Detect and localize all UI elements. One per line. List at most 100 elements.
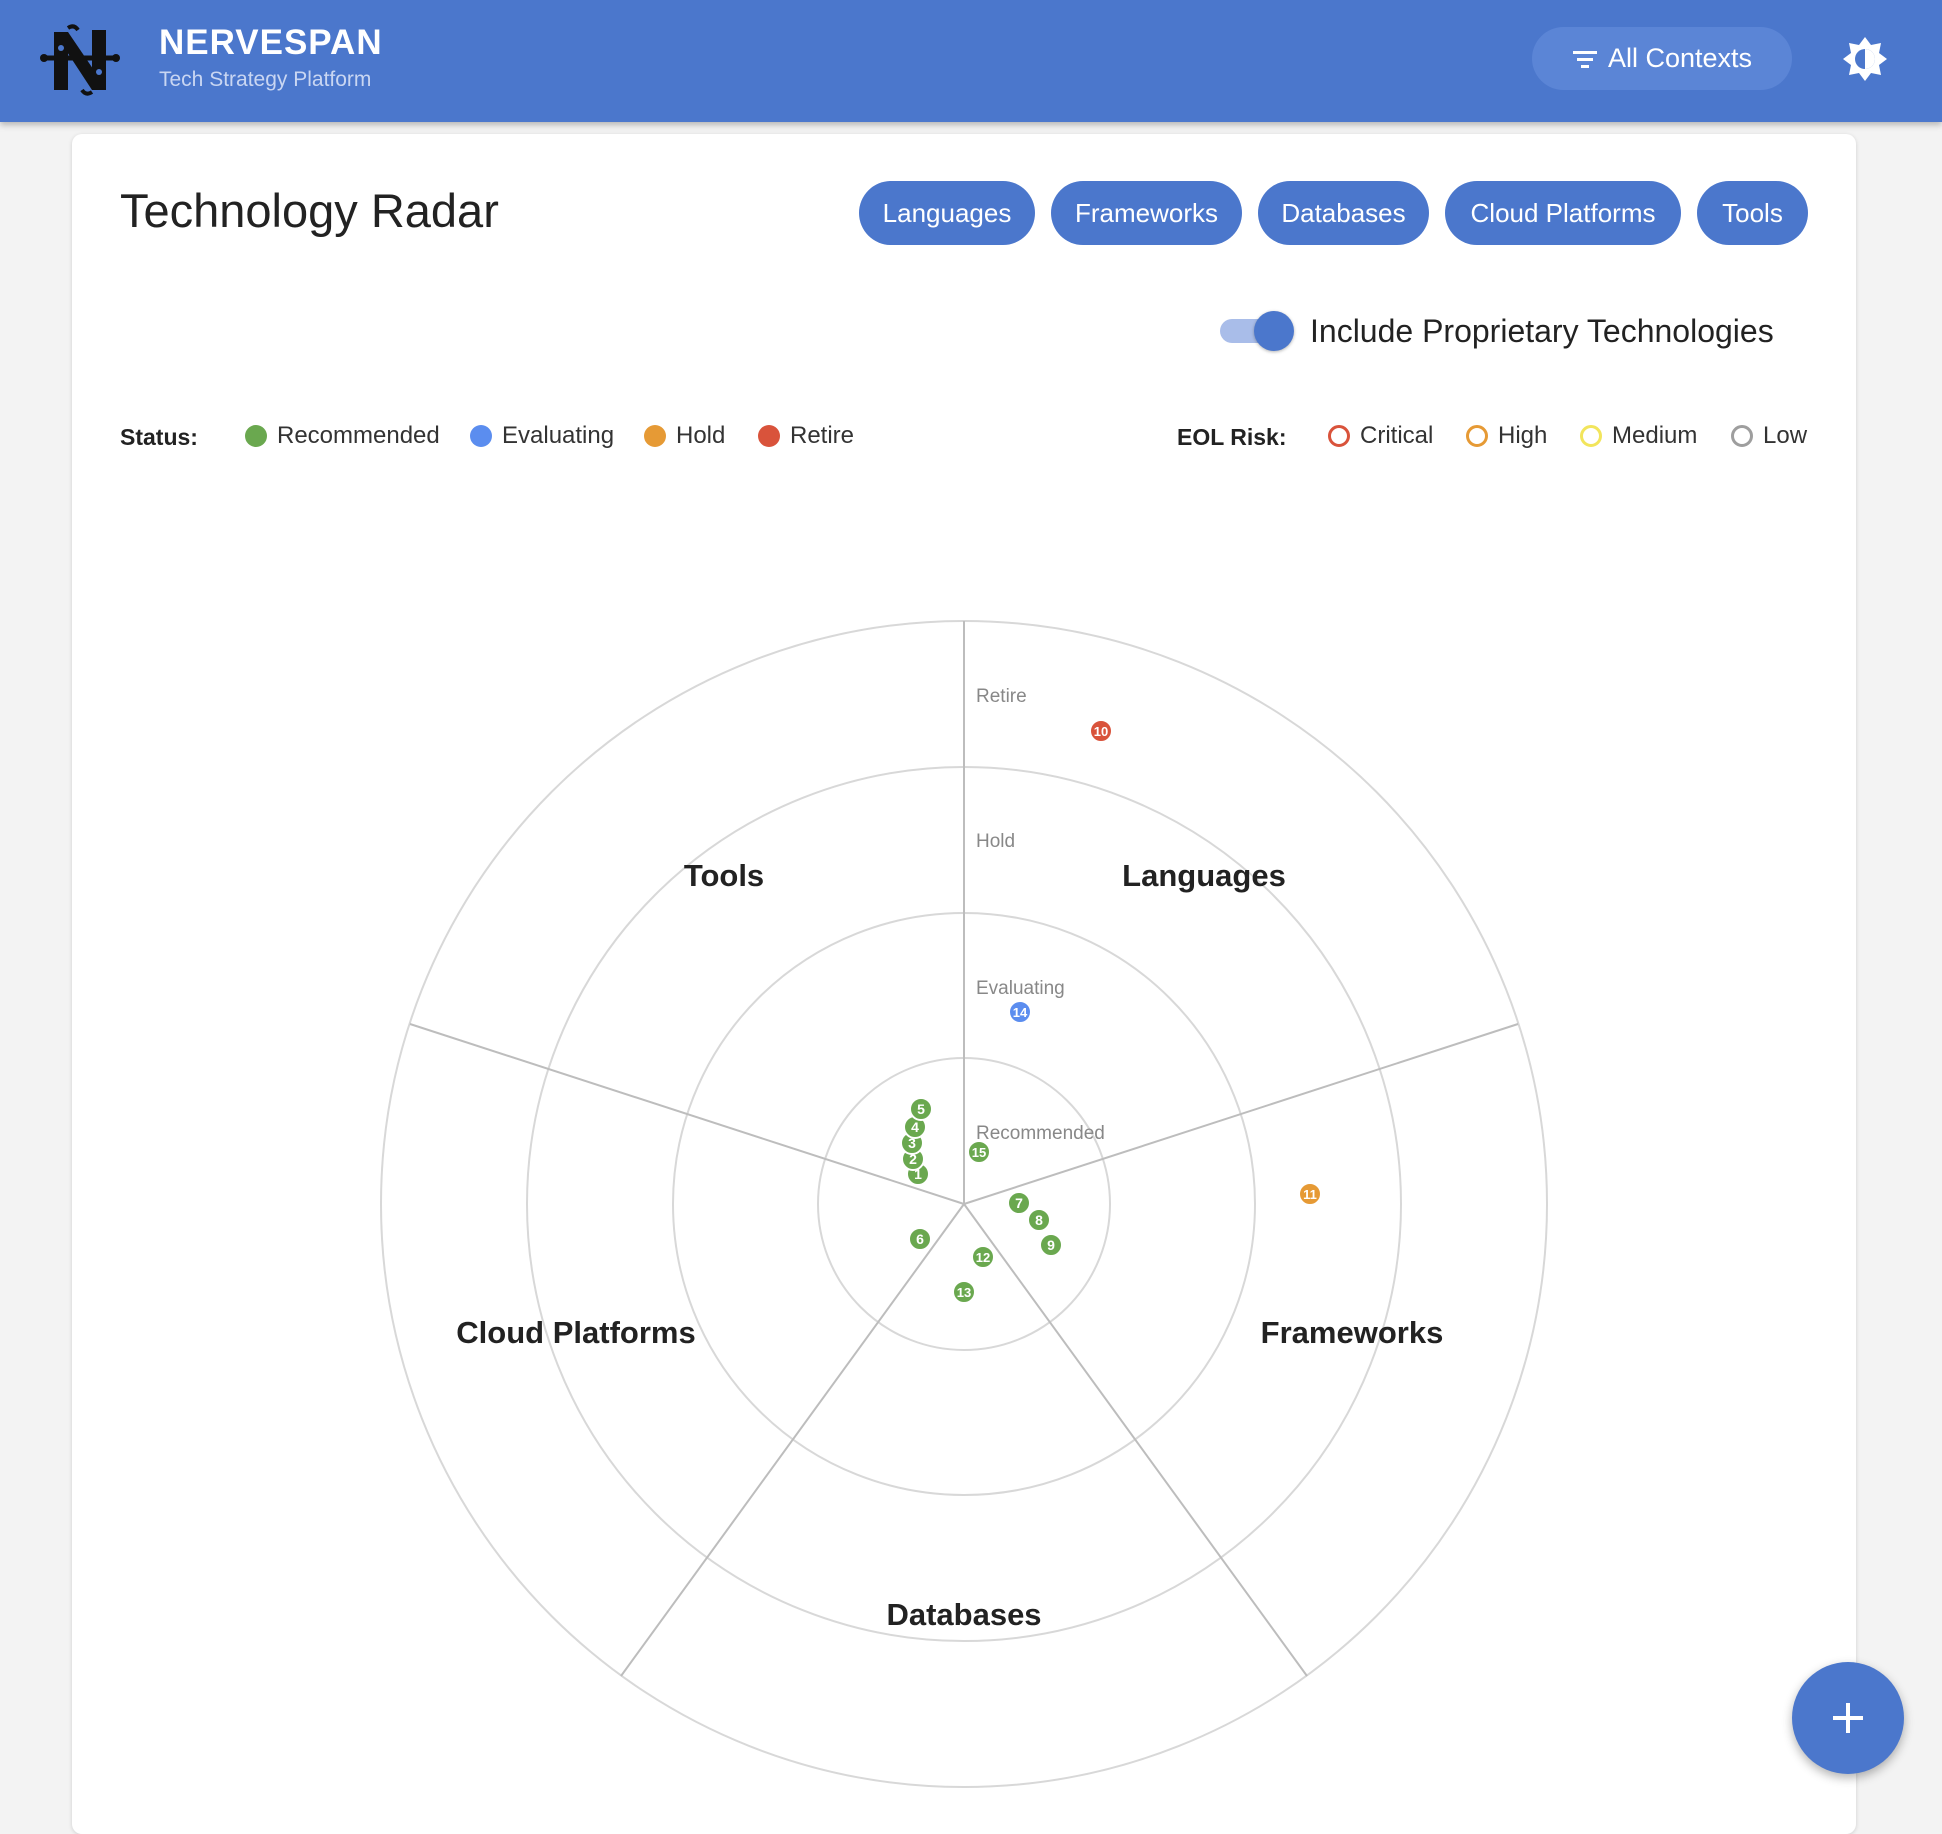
blip-number: 8: [1035, 1212, 1043, 1228]
medium-ring-icon: [1580, 425, 1602, 447]
proprietary-toggle[interactable]: [1218, 311, 1294, 351]
ring-label-retire: Retire: [976, 686, 1027, 707]
radar-blip[interactable]: 7: [1007, 1191, 1031, 1215]
radar-blip[interactable]: 5: [909, 1097, 933, 1121]
ring-label-recommended: Recommended: [976, 1123, 1105, 1144]
radar-blip[interactable]: 9: [1039, 1233, 1063, 1257]
legend-recommended: Recommended: [245, 422, 440, 450]
legend-medium-label: Medium: [1612, 422, 1698, 449]
ring-labels: Retire Hold Evaluating Recommended: [976, 686, 1105, 1144]
quadrant-label-tools: Tools: [684, 858, 764, 893]
legend-low: Low: [1731, 422, 1807, 450]
radar-blip[interactable]: 14: [1008, 1000, 1032, 1024]
critical-ring-icon: [1328, 425, 1350, 447]
tab-tools[interactable]: Tools: [1697, 181, 1808, 245]
ring-label-evaluating: Evaluating: [976, 978, 1065, 999]
blip-number: 3: [908, 1135, 916, 1151]
evaluating-dot-icon: [470, 425, 492, 447]
add-technology-button[interactable]: [1792, 1662, 1904, 1774]
quadrant-label-frameworks: Frameworks: [1261, 1315, 1444, 1350]
blip-marker[interactable]: [1008, 1000, 1032, 1024]
legend-retire-label: Retire: [790, 422, 855, 449]
blip-number: 12: [976, 1250, 990, 1265]
blip-marker[interactable]: [908, 1227, 932, 1251]
hold-dot-icon: [644, 425, 666, 447]
legend-evaluating-label: Evaluating: [502, 422, 615, 449]
blip-marker[interactable]: [1039, 1233, 1063, 1257]
app-subtitle: Tech Strategy Platform: [159, 68, 372, 91]
radar-blip[interactable]: 10: [1089, 719, 1113, 743]
blip-marker[interactable]: [971, 1245, 995, 1269]
context-filter-button[interactable]: All Contexts: [1532, 27, 1792, 90]
legend-retire: Retire: [758, 422, 854, 450]
tab-languages[interactable]: Languages: [859, 181, 1035, 245]
legend-medium: Medium: [1580, 422, 1697, 450]
brightness-icon: [1843, 37, 1887, 81]
quadrant-label-cloud-platforms: Cloud Platforms: [456, 1315, 695, 1350]
ring-label-hold: Hold: [976, 831, 1015, 852]
page-title: Technology Radar: [120, 184, 499, 237]
legend-high-label: High: [1498, 422, 1548, 449]
high-ring-icon: [1466, 425, 1488, 447]
quadrant-label-languages: Languages: [1122, 858, 1286, 893]
quadrant-labels: Languages Frameworks Databases Cloud Pla…: [456, 858, 1443, 1632]
blip-number: 7: [1015, 1195, 1023, 1211]
proprietary-toggle-label: Include Proprietary Technologies: [1310, 313, 1774, 349]
legend-hold-label: Hold: [676, 422, 726, 449]
blip-marker[interactable]: [1298, 1182, 1322, 1206]
app-bar: NERVESPAN Tech Strategy Platform All Con…: [0, 0, 1942, 122]
blip-number: 5: [917, 1101, 925, 1117]
nervespan-logo[interactable]: [40, 22, 120, 98]
radar-blip[interactable]: 12: [971, 1245, 995, 1269]
blip-number: 10: [1094, 724, 1108, 739]
blip-number: 4: [911, 1119, 919, 1135]
radar-blip[interactable]: 8: [1027, 1208, 1051, 1232]
blip-number: 9: [1047, 1237, 1055, 1253]
context-filter-label: All Contexts: [1607, 43, 1753, 73]
theme-toggle-button[interactable]: [1838, 32, 1892, 86]
blip-marker[interactable]: [952, 1280, 976, 1304]
divider-line: [963, 1203, 1308, 1677]
legend-low-label: Low: [1763, 422, 1808, 449]
blip-number: 14: [1013, 1005, 1028, 1020]
blip-number: 6: [916, 1231, 924, 1247]
app-title: NERVESPAN: [159, 23, 383, 62]
divider-line: [620, 1203, 965, 1677]
divider-line: [963, 1023, 1519, 1205]
legend-recommended-label: Recommended: [277, 422, 440, 449]
radar-blip[interactable]: 15: [967, 1140, 991, 1164]
blip-marker[interactable]: [1027, 1208, 1051, 1232]
blip-number: 2: [909, 1151, 917, 1167]
legend-evaluating: Evaluating: [470, 422, 614, 450]
radar-blip[interactable]: 6: [908, 1227, 932, 1251]
quadrant-label-databases: Databases: [886, 1597, 1041, 1632]
legend-hold: Hold: [644, 422, 725, 450]
blip-marker[interactable]: [1007, 1191, 1031, 1215]
plus-icon: [1833, 1703, 1863, 1733]
blip-number: 13: [957, 1285, 971, 1300]
blip-marker[interactable]: [1089, 719, 1113, 743]
legend-critical-label: Critical: [1360, 422, 1434, 449]
blip-marker[interactable]: [909, 1097, 933, 1121]
blip-marker[interactable]: [967, 1140, 991, 1164]
recommended-dot-icon: [245, 425, 267, 447]
tab-cloud-platforms[interactable]: Cloud Platforms: [1445, 181, 1681, 245]
legend-critical: Critical: [1328, 422, 1433, 450]
divider-line: [409, 1023, 965, 1205]
blip-number: 11: [1303, 1187, 1317, 1202]
sector-dividers: [409, 621, 1519, 1677]
tab-frameworks[interactable]: Frameworks: [1051, 181, 1242, 245]
filter-icon: [1572, 50, 1597, 68]
blip-number: 1: [914, 1166, 922, 1182]
legend-high: High: [1466, 422, 1547, 450]
retire-dot-icon: [758, 425, 780, 447]
eol-legend-label: EOL Risk:: [1177, 424, 1287, 450]
blip-number: 15: [972, 1145, 986, 1160]
toggle-thumb: [1254, 311, 1294, 351]
radar-blip[interactable]: 11: [1298, 1182, 1322, 1206]
low-ring-icon: [1731, 425, 1753, 447]
tab-databases[interactable]: Databases: [1258, 181, 1429, 245]
radar-blip[interactable]: 13: [952, 1280, 976, 1304]
